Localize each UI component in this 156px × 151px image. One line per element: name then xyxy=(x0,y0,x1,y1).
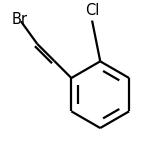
Text: Br: Br xyxy=(12,12,28,27)
Text: Cl: Cl xyxy=(85,3,99,18)
